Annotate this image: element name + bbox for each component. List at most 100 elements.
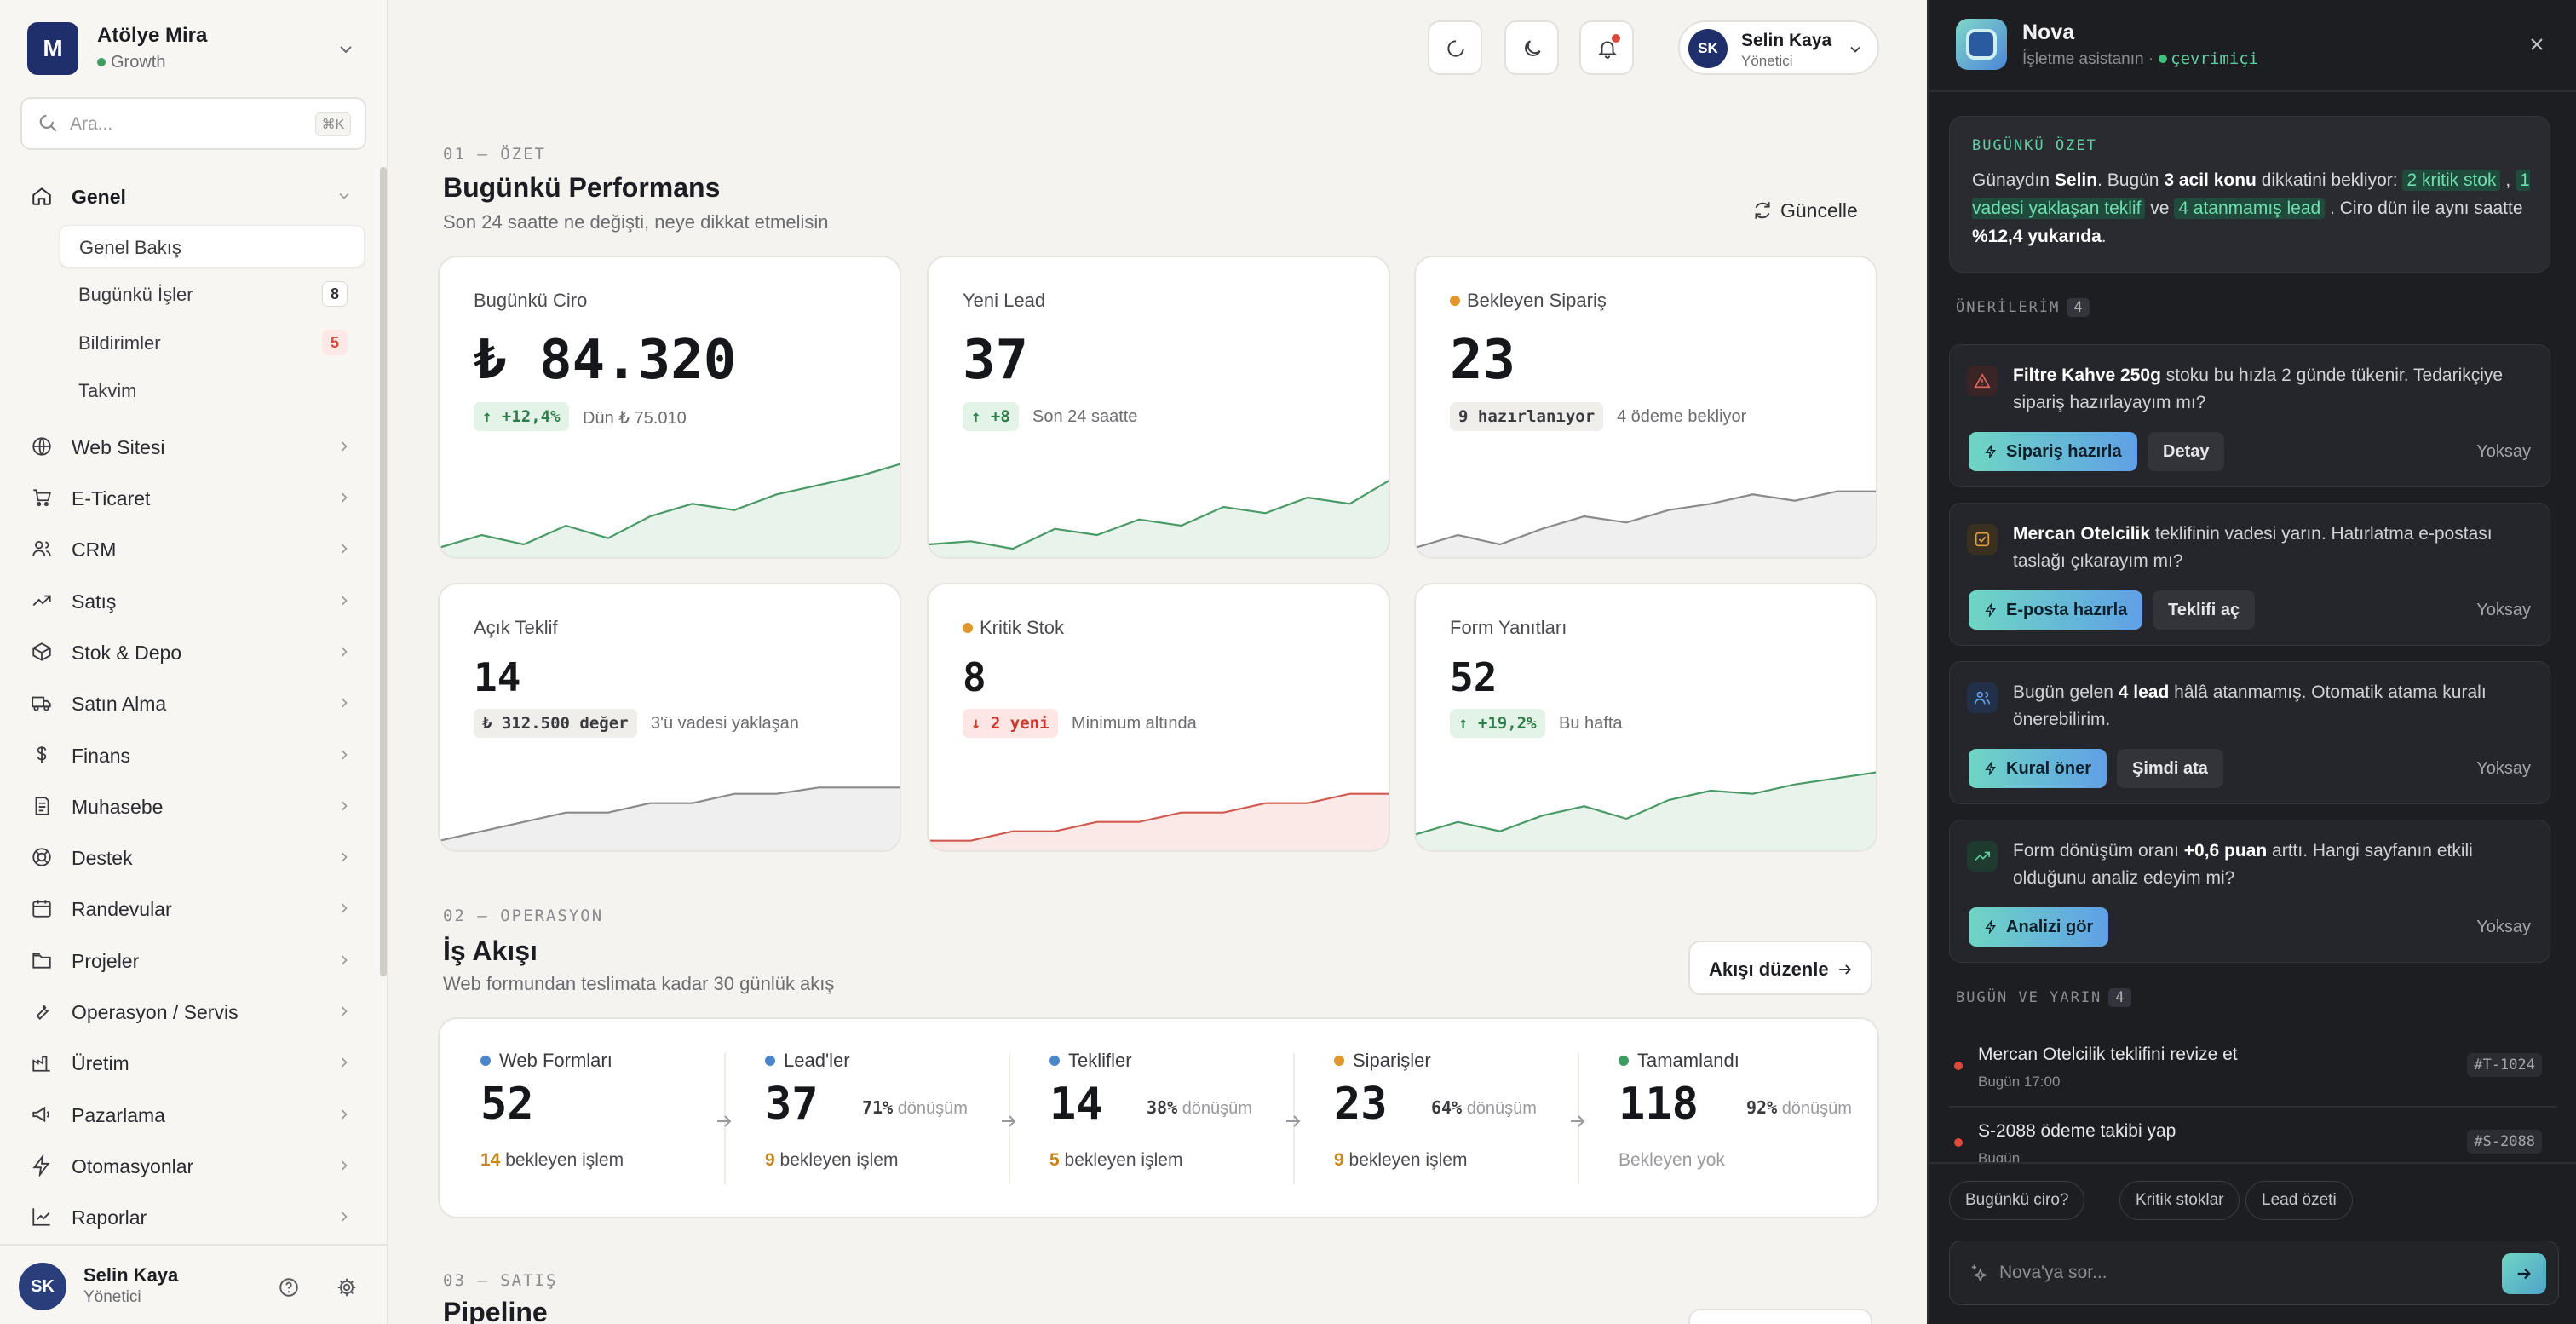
sidebar-item-finans[interactable]: Finans bbox=[20, 733, 366, 777]
sparkline-chart bbox=[1416, 771, 1876, 850]
stage-divider bbox=[1293, 1053, 1295, 1184]
task-item[interactable]: S-2088 ödeme takibi yap Bugün #S-2088 bbox=[1949, 1108, 2550, 1184]
notifications-button[interactable] bbox=[1579, 20, 1634, 75]
user-name: Selin Kaya bbox=[83, 1264, 179, 1286]
kpi-delta-chip: ₺ 312.500 değer bbox=[474, 709, 637, 738]
sidebar-item-genel[interactable]: Genel bbox=[20, 174, 366, 218]
randevular-icon bbox=[32, 900, 51, 918]
pipeline-action-button[interactable] bbox=[1688, 1309, 1872, 1324]
chevron-down-icon bbox=[339, 193, 349, 199]
close-icon[interactable] bbox=[2527, 34, 2547, 55]
kpi-value: 23 bbox=[1450, 329, 1516, 392]
sidebar-scrollbar[interactable] bbox=[380, 167, 387, 976]
workspace-logo: M bbox=[27, 22, 78, 75]
task-item[interactable]: Mercan Otelcilik teklifini revize et Bug… bbox=[1949, 1031, 2550, 1108]
quick-prompt-chip[interactable]: Lead özeti bbox=[2245, 1181, 2353, 1220]
dismiss-button[interactable]: Yoksay bbox=[2476, 441, 2531, 461]
users-icon bbox=[1967, 682, 1998, 713]
search-input[interactable]: Ara... ⌘K bbox=[20, 97, 366, 150]
sidebar-item-stok-depo[interactable]: Stok & Depo bbox=[20, 630, 366, 674]
arrow-right-icon bbox=[1002, 1115, 1016, 1127]
dismiss-button[interactable]: Yoksay bbox=[2476, 600, 2531, 619]
suggestion-secondary-button[interactable]: Şimdi ata bbox=[2117, 749, 2223, 788]
sidebar-item-otomasyonlar[interactable]: Otomasyonlar bbox=[20, 1143, 366, 1188]
sidebar-subitem-genel-bakis[interactable]: Genel Bakış bbox=[60, 225, 365, 268]
sparkline-chart bbox=[929, 792, 1389, 850]
assistant-status: İşletme asistanın · çevrimiçi bbox=[2022, 49, 2259, 68]
assistant-input[interactable]: Nova'ya sor... bbox=[1949, 1241, 2559, 1305]
kpi-card[interactable]: Bekleyen Sipariş 23 9 hazırlanıyor 4 öde… bbox=[1414, 256, 1877, 559]
dismiss-button[interactable]: Yoksay bbox=[2476, 758, 2531, 778]
sparkline-area bbox=[440, 787, 900, 850]
kpi-value: 37 bbox=[963, 329, 1029, 392]
sidebar-item-web-sitesi[interactable]: Web Sitesi bbox=[20, 424, 366, 469]
workspace-switcher[interactable]: M Atölye Mira Growth bbox=[26, 20, 363, 78]
kpi-label: Yeni Lead bbox=[963, 290, 1046, 311]
quick-prompt-chip[interactable]: Kritik stoklar bbox=[2119, 1181, 2240, 1220]
update-button[interactable]: Güncelle bbox=[1746, 196, 1883, 227]
theme-toggle-button[interactable] bbox=[1504, 20, 1559, 75]
sidebar-item-crm[interactable]: CRM bbox=[20, 527, 366, 571]
sidebar-subitem-bugunku-isler[interactable]: Bugünkü İşler 8 bbox=[60, 273, 365, 315]
sidebar-user: SK Selin Kaya Yönetici bbox=[0, 1244, 388, 1324]
sparkline-line bbox=[440, 786, 900, 842]
task-id: #T-1024 bbox=[2467, 1053, 2542, 1077]
suggestion-primary-button[interactable]: Analizi gör bbox=[1969, 907, 2109, 947]
workspace-name: Atölye Mira bbox=[97, 24, 208, 47]
sidebar-item-üretim[interactable]: Üretim bbox=[20, 1040, 366, 1085]
count-badge: 8 bbox=[322, 281, 348, 307]
sidebar-item-e-ticaret[interactable]: E-Ticaret bbox=[20, 475, 366, 520]
refresh-button[interactable] bbox=[1428, 20, 1482, 75]
section-title: Pipeline bbox=[443, 1297, 548, 1324]
avatar[interactable]: SK bbox=[19, 1263, 66, 1310]
suggestion-primary-button[interactable]: Sipariş hazırla bbox=[1969, 432, 2137, 471]
sidebar-item-raporlar[interactable]: Raporlar bbox=[20, 1194, 366, 1239]
stage-value: 118 bbox=[1619, 1079, 1699, 1130]
kpi-note: Minimum altında bbox=[1072, 714, 1197, 733]
kpi-card[interactable]: Bugünkü Ciro ₺ 84.320 ↑ +12,4% Dün ₺ 75.… bbox=[438, 256, 901, 559]
sparkline-line bbox=[440, 463, 900, 549]
section-subtitle: Son 24 saatte ne değişti, neye dikkat et… bbox=[443, 211, 829, 233]
sparkline-line bbox=[929, 792, 1389, 842]
stage-pending: Bekleyen yok bbox=[1619, 1150, 1725, 1170]
user-menu[interactable]: SK Selin Kaya Yönetici bbox=[1678, 20, 1879, 75]
quick-prompt-chip[interactable]: Bugünkü ciro? bbox=[1949, 1181, 2085, 1220]
sidebar-subitem-takvim[interactable]: Takvim bbox=[78, 380, 137, 401]
dismiss-button[interactable]: Yoksay bbox=[2476, 917, 2531, 936]
otomasyonlar-icon bbox=[32, 1154, 50, 1177]
kpi-card[interactable]: Yeni Lead 37 ↑ +8 Son 24 saatte bbox=[927, 256, 1390, 559]
suggestion-secondary-button[interactable]: Teklifi aç bbox=[2153, 590, 2256, 630]
divider bbox=[1949, 1106, 2557, 1108]
user-name: Selin Kaya bbox=[1741, 31, 1832, 50]
sidebar-item-randevular[interactable]: Randevular bbox=[20, 886, 366, 930]
sidebar-item-satış[interactable]: Satış bbox=[20, 579, 366, 623]
kpi-label: Bugünkü Ciro bbox=[474, 290, 588, 311]
sidebar-item-projeler[interactable]: Projeler bbox=[20, 938, 366, 982]
kpi-delta-chip: ↑ +12,4% bbox=[474, 402, 569, 431]
sidebar-item-satın-alma[interactable]: Satın Alma bbox=[20, 681, 366, 725]
sidebar-item-pazarlama[interactable]: Pazarlama bbox=[20, 1092, 366, 1137]
priority-dot bbox=[1954, 1138, 1963, 1147]
chevron-right-icon bbox=[341, 1212, 348, 1222]
send-button[interactable] bbox=[2502, 1253, 2546, 1294]
kpi-card[interactable]: Açık Teklif 14 ₺ 312.500 değer 3'ü vades… bbox=[438, 583, 901, 852]
edit-flow-button[interactable]: Akışı düzenle bbox=[1688, 941, 1872, 995]
workspace-plan: Growth bbox=[97, 53, 165, 72]
suggestion-secondary-button[interactable]: Detay bbox=[2148, 432, 2225, 471]
task-time: Bugün 17:00 bbox=[1978, 1074, 2061, 1090]
tasks-title: BUGÜN VE YARIN 4 bbox=[1956, 988, 2131, 1007]
chevron-right-icon bbox=[341, 544, 348, 554]
kpi-label: Form Yanıtları bbox=[1450, 617, 1567, 638]
suggestion-primary-button[interactable]: Kural öner bbox=[1969, 749, 2107, 788]
gear-icon[interactable] bbox=[336, 1276, 358, 1298]
sidebar-item-operasyon-servis[interactable]: Operasyon / Servis bbox=[20, 989, 366, 1033]
sidebar-subitem-bildirimler[interactable]: Bildirimler 5 bbox=[60, 321, 365, 364]
help-icon[interactable] bbox=[278, 1276, 300, 1298]
sidebar-item-destek[interactable]: Destek bbox=[20, 835, 366, 879]
kpi-card[interactable]: Kritik Stok 8 ↓ 2 yeni Minimum altında bbox=[927, 583, 1390, 852]
arrow-right-icon bbox=[717, 1115, 732, 1127]
kpi-card[interactable]: Form Yanıtları 52 ↑ +19,2% Bu hafta bbox=[1414, 583, 1877, 852]
chevron-right-icon bbox=[341, 1109, 348, 1120]
suggestion-primary-button[interactable]: E-posta hazırla bbox=[1969, 590, 2143, 630]
sidebar-item-muhasebe[interactable]: Muhasebe bbox=[20, 784, 366, 828]
